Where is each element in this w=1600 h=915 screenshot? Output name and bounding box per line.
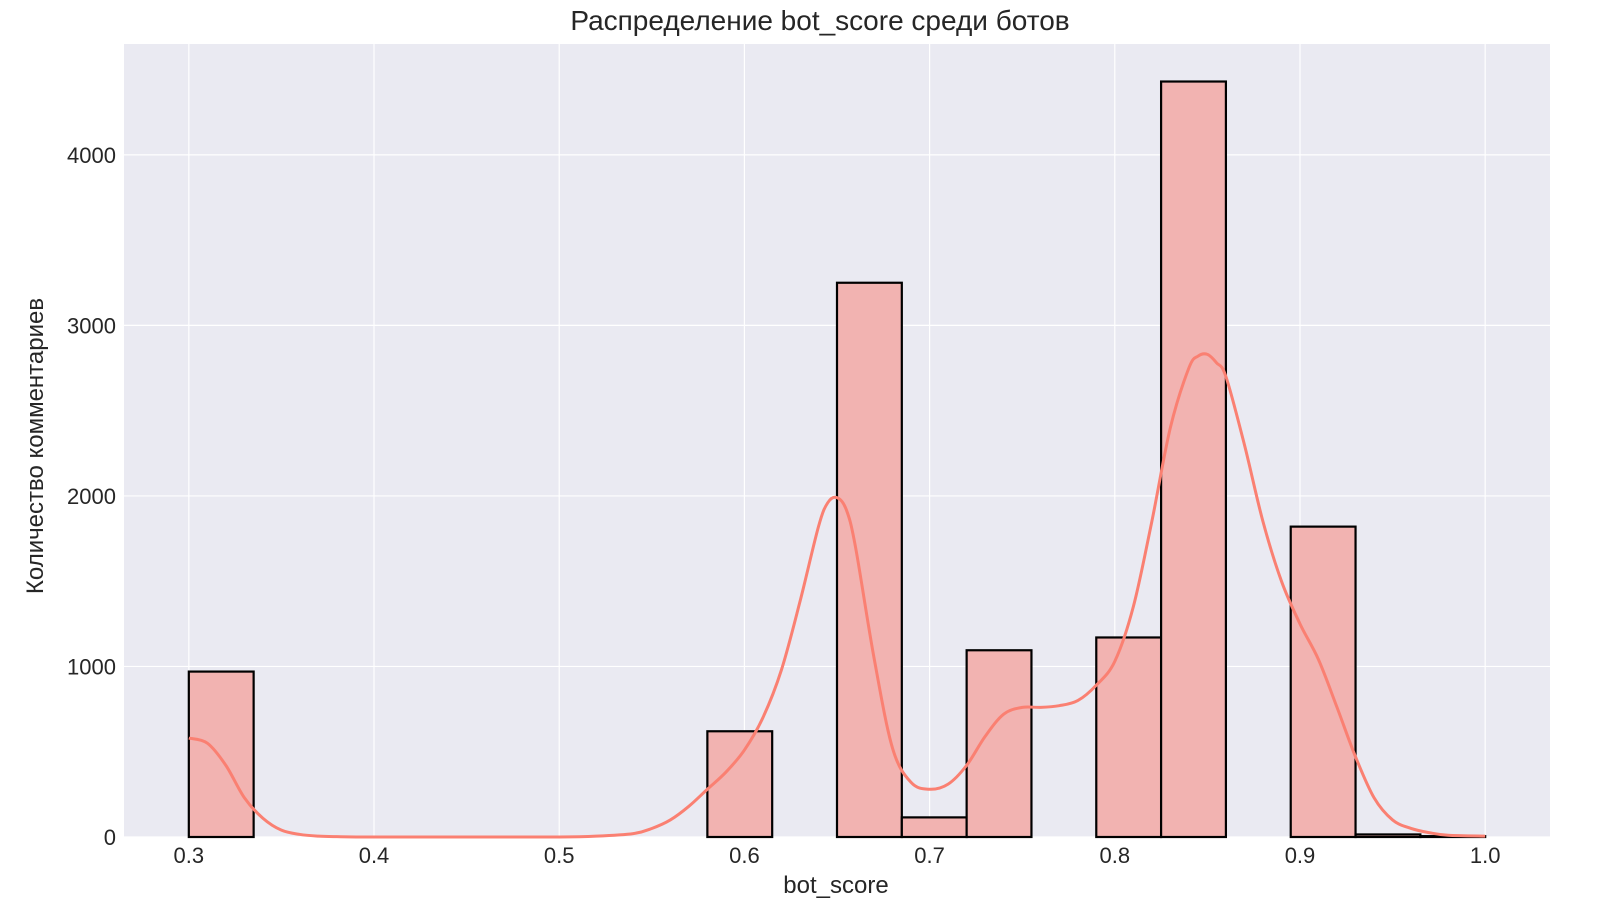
histogram-bar — [706, 730, 774, 839]
x-tick-label: 0.7 — [914, 843, 945, 868]
histogram-bar — [900, 816, 968, 839]
y-axis-label: Количество комментариев — [22, 298, 49, 594]
x-tick-label: 1.0 — [1470, 843, 1501, 868]
histogram-bar — [1095, 636, 1163, 839]
histogram-bar — [1354, 833, 1422, 839]
y-axis-ticks: 0 1000 2000 3000 4000 — [67, 143, 116, 850]
x-tick-label: 0.6 — [729, 843, 760, 868]
x-tick-label: 0.9 — [1285, 843, 1316, 868]
histogram-bar — [1159, 80, 1228, 839]
x-axis-ticks: 0.3 0.4 0.5 0.6 0.7 0.8 0.9 1.0 — [174, 843, 1501, 868]
chart-title: Распределение bot_score среди ботов — [570, 5, 1069, 36]
x-tick-label: 0.3 — [174, 843, 205, 868]
y-tick-label: 2000 — [67, 484, 116, 509]
x-tick-label: 0.4 — [359, 843, 390, 868]
histogram-bar — [1289, 525, 1357, 839]
y-tick-label: 3000 — [67, 313, 116, 338]
histogram-bars — [187, 80, 1487, 839]
x-tick-label: 0.5 — [544, 843, 575, 868]
y-tick-label: 4000 — [67, 143, 116, 168]
x-axis-label: bot_score — [783, 872, 888, 899]
kde-curve — [188, 352, 1486, 839]
histogram-bar — [187, 670, 255, 839]
histogram-bar — [965, 649, 1033, 839]
y-tick-label: 1000 — [67, 654, 116, 679]
y-tick-label: 0 — [104, 825, 116, 850]
x-tick-label: 0.8 — [1099, 843, 1130, 868]
histogram-bar — [835, 281, 903, 839]
